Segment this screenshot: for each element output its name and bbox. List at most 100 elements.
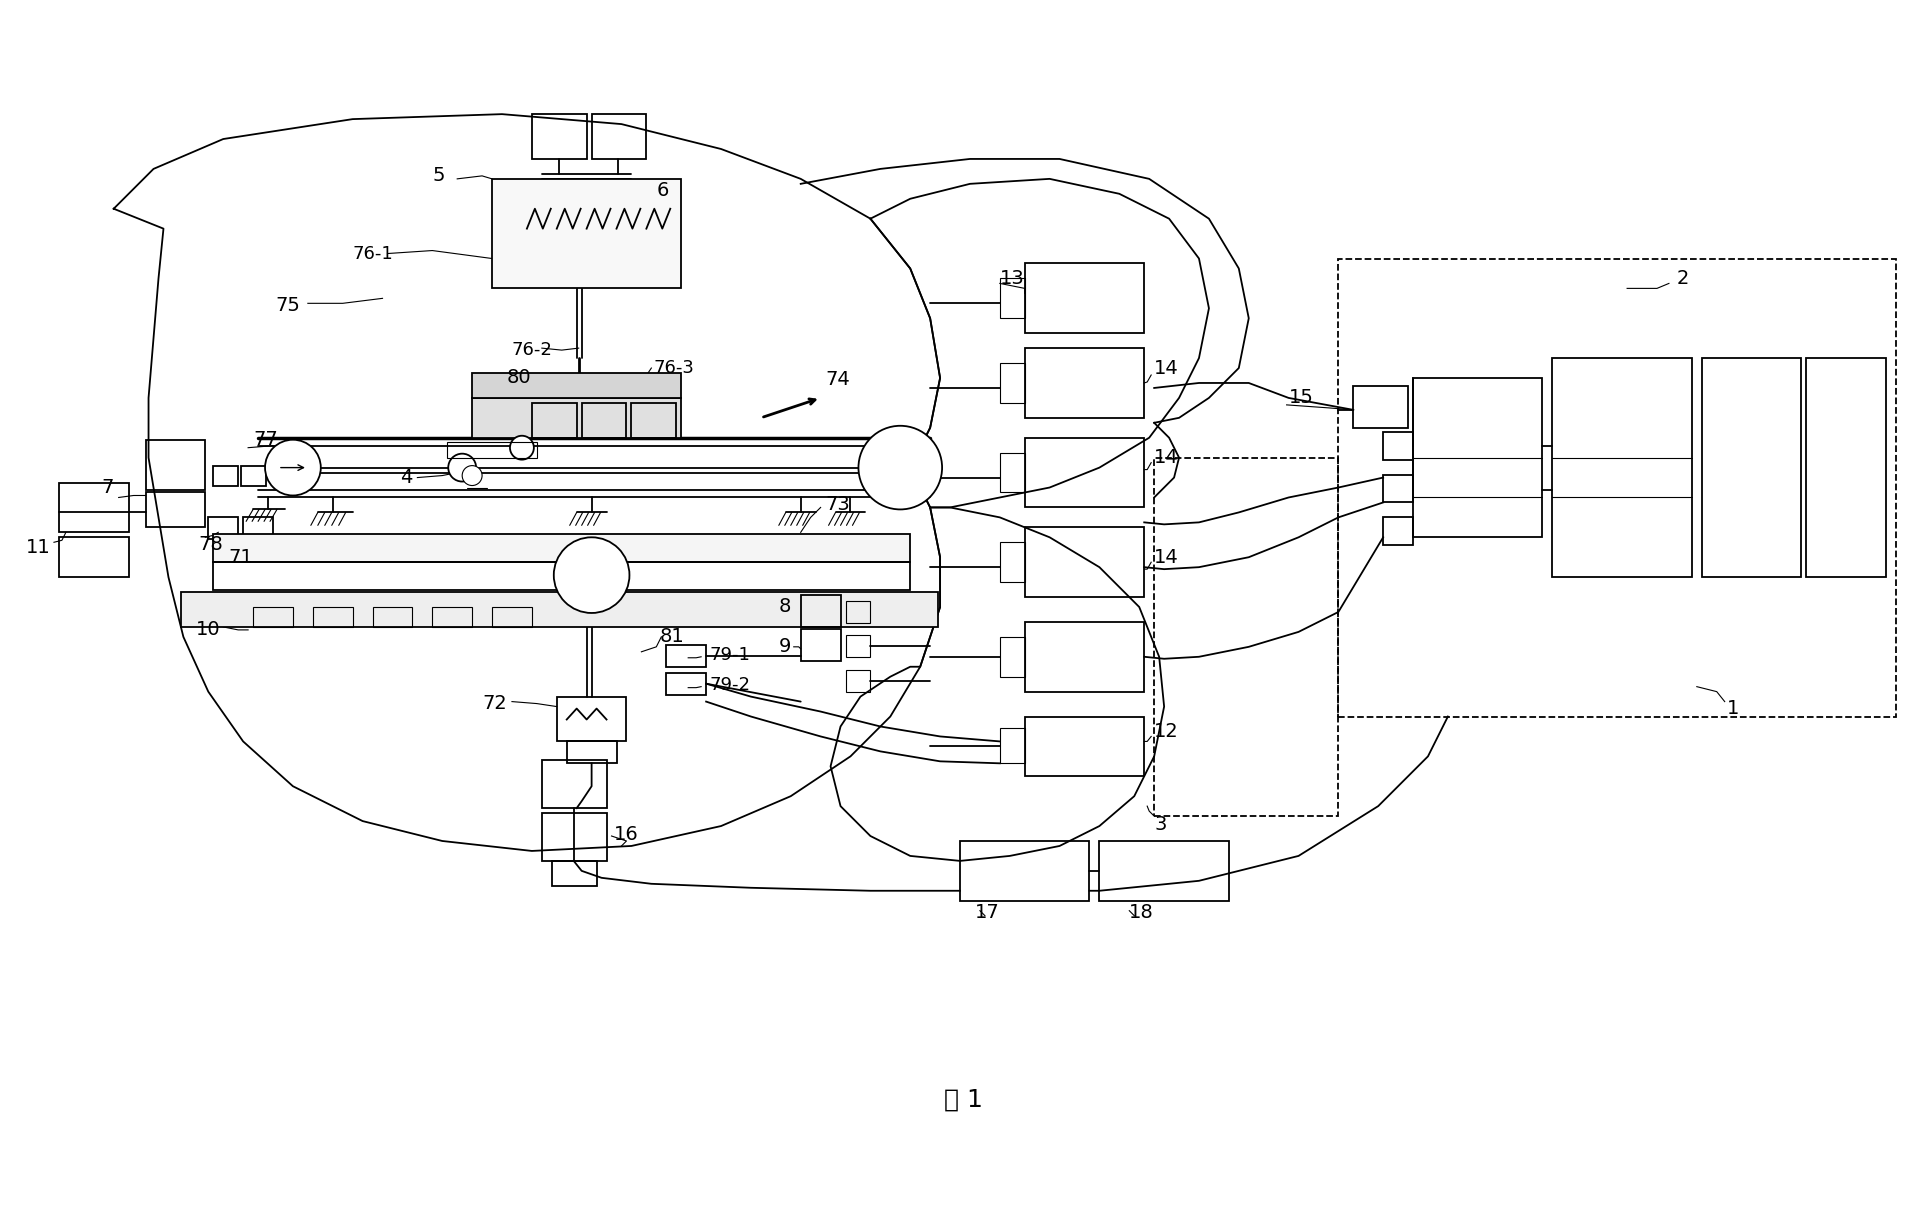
Bar: [1000, 543, 1025, 582]
Circle shape: [510, 436, 534, 460]
Text: 72: 72: [482, 694, 507, 713]
Text: 74: 74: [826, 370, 851, 390]
Bar: [1100, 841, 1229, 901]
Bar: [591, 114, 647, 159]
Bar: [60, 482, 129, 532]
Bar: [582, 403, 626, 438]
Text: 76-2: 76-2: [512, 341, 553, 359]
Bar: [491, 607, 532, 626]
Bar: [472, 373, 682, 398]
Text: 17: 17: [975, 903, 1000, 923]
Bar: [181, 592, 938, 626]
Bar: [372, 607, 412, 626]
Circle shape: [859, 426, 942, 510]
Text: 12: 12: [1154, 722, 1179, 741]
Circle shape: [449, 454, 476, 482]
Bar: [632, 403, 676, 438]
Circle shape: [555, 538, 630, 613]
Bar: [241, 466, 266, 486]
Text: 80: 80: [507, 369, 532, 387]
Text: 71: 71: [227, 548, 252, 567]
Bar: [447, 442, 537, 458]
Text: 7: 7: [102, 478, 114, 497]
Bar: [1025, 527, 1144, 597]
Bar: [1025, 438, 1144, 507]
Text: 13: 13: [1000, 270, 1025, 288]
Bar: [959, 841, 1090, 901]
Bar: [146, 439, 206, 489]
Text: 79-1: 79-1: [709, 646, 749, 664]
Bar: [214, 562, 911, 590]
Bar: [1000, 278, 1025, 318]
Bar: [491, 178, 682, 289]
Bar: [801, 629, 840, 660]
Text: 5: 5: [431, 166, 445, 186]
Text: 图 1: 图 1: [944, 1088, 982, 1112]
Text: 78: 78: [198, 535, 223, 554]
Bar: [1000, 363, 1025, 403]
Text: 3: 3: [1154, 815, 1167, 834]
Bar: [1383, 475, 1414, 503]
Bar: [541, 813, 607, 861]
Bar: [1383, 517, 1414, 545]
Text: 4: 4: [401, 469, 412, 487]
Bar: [312, 607, 352, 626]
Bar: [60, 538, 129, 577]
Bar: [1552, 358, 1691, 577]
Bar: [1807, 358, 1886, 577]
Text: 73: 73: [826, 495, 851, 514]
Bar: [214, 466, 239, 486]
Bar: [472, 398, 682, 438]
Bar: [1383, 432, 1414, 460]
Text: 10: 10: [196, 620, 221, 640]
Text: 14: 14: [1154, 358, 1179, 378]
Bar: [532, 114, 587, 159]
Bar: [208, 517, 239, 539]
Bar: [1339, 259, 1895, 716]
Bar: [846, 670, 871, 692]
Bar: [252, 607, 293, 626]
Bar: [801, 595, 840, 626]
Bar: [532, 403, 576, 438]
Bar: [431, 607, 472, 626]
Text: 9: 9: [778, 637, 792, 657]
Bar: [1000, 453, 1025, 493]
Bar: [1000, 637, 1025, 676]
Circle shape: [266, 439, 322, 495]
Text: 14: 14: [1154, 548, 1179, 567]
Text: 1: 1: [1728, 699, 1739, 717]
Bar: [1154, 458, 1339, 816]
Text: 16: 16: [614, 824, 638, 844]
Text: 6: 6: [657, 181, 668, 200]
Text: 79-2: 79-2: [709, 676, 749, 693]
Bar: [214, 534, 911, 562]
Bar: [243, 517, 273, 539]
Bar: [566, 742, 616, 764]
Text: 14: 14: [1154, 448, 1179, 467]
Text: 75: 75: [275, 296, 300, 314]
Text: 76-1: 76-1: [352, 244, 393, 262]
Bar: [846, 635, 871, 657]
Bar: [146, 493, 206, 527]
Circle shape: [462, 466, 482, 486]
Bar: [1025, 348, 1144, 418]
Bar: [846, 601, 871, 623]
Bar: [1000, 728, 1025, 764]
Bar: [1414, 378, 1543, 538]
Bar: [551, 861, 597, 886]
Bar: [1025, 716, 1144, 776]
Text: 76-3: 76-3: [653, 359, 693, 378]
Bar: [666, 673, 707, 694]
Text: 11: 11: [27, 538, 50, 557]
Text: 81: 81: [659, 628, 684, 646]
Bar: [1025, 622, 1144, 692]
Bar: [666, 645, 707, 666]
Bar: [1354, 386, 1408, 427]
Bar: [557, 697, 626, 742]
Text: 18: 18: [1129, 903, 1154, 923]
Bar: [541, 760, 607, 809]
Bar: [1025, 263, 1144, 333]
Text: 8: 8: [778, 597, 792, 617]
Text: 77: 77: [252, 430, 277, 449]
Text: 15: 15: [1288, 388, 1314, 408]
